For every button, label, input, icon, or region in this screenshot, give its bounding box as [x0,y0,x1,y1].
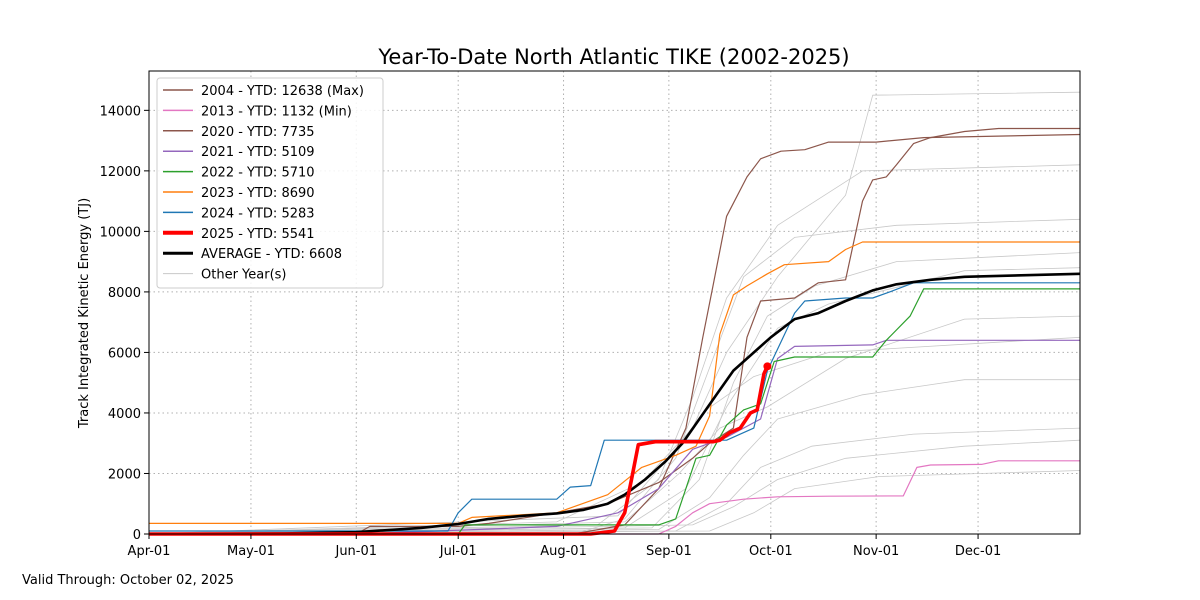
valid-through-note: Valid Through: October 02, 2025 [22,573,234,588]
y-tick-label: 8000 [108,286,141,301]
x-tick-label: Aug-01 [540,544,587,559]
x-tick-label: Apr-01 [128,544,171,559]
y-tick-label: 0 [133,528,141,543]
x-tick-label: Jun-01 [334,544,377,559]
legend-label: 2022 - YTD: 5710 [201,166,315,181]
x-tick-label: May-01 [227,544,275,559]
x-tick-label: Dec-01 [955,544,1001,559]
y-tick-label: 14000 [100,104,141,119]
legend-label: 2020 - YTD: 7735 [201,125,315,140]
series-line-2022 [149,288,1080,535]
legend-label: Other Year(s) [201,268,286,283]
series-line-2024 [149,282,1080,532]
x-tick-label: Jul-01 [439,544,477,559]
x-tick-label: Sep-01 [646,544,692,559]
y-tick-label: 6000 [108,346,141,361]
series-line-other-year [148,427,1081,535]
y-axis-label: Track Integrated Kinetic Energy (TJ) [77,198,92,429]
legend-label: AVERAGE - YTD: 6608 [201,247,342,262]
series-2025-endpoint [763,362,772,371]
x-tick-label: Oct-01 [749,544,793,559]
legend-label: 2023 - YTD: 8690 [201,186,315,201]
series-line-other-year [148,315,1081,535]
series-line-other-year [148,164,1081,535]
y-tick-label: 10000 [100,225,141,240]
legend-label: 2013 - YTD: 1132 (Min) [201,104,352,119]
series-line-2021 [149,339,1080,535]
legend: 2004 - YTD: 12638 (Max) 2013 - YTD: 1132 … [156,77,384,289]
legend-box [156,77,384,289]
legend-label: 2025 - YTD: 5541 [201,227,315,242]
axes: Apr-01 May-01 Jun-01 Jul-01 Aug-01 Sep-01 Oct-… [100,70,1081,559]
y-tick-label: 2000 [108,467,141,482]
series-line-2025 [149,365,770,536]
series-line-2004 [149,133,1081,535]
chart-title: Year-To-Date North Atlantic TIKE (2002-2… [377,45,849,69]
y-tick-label: 4000 [108,407,141,422]
series-line-2020 [149,127,1080,535]
series-line-2013 [149,460,1080,535]
series-line-other-year [148,252,1081,535]
x-tick-label: Nov-01 [853,544,899,559]
series-line-other-year [148,439,1081,535]
plot-frame [148,70,1081,535]
y-tick-label: 12000 [100,165,141,180]
legend-label: 2024 - YTD: 5283 [201,206,315,221]
series-line-other-year [148,379,1080,535]
series-lines [148,91,1081,536]
legend-label: 2021 - YTD: 5109 [201,145,315,160]
legend-label: 2004 - YTD: 12638 (Max) [201,84,364,99]
series-line-other-year [148,267,1081,535]
series-line-other-year [148,336,1081,535]
